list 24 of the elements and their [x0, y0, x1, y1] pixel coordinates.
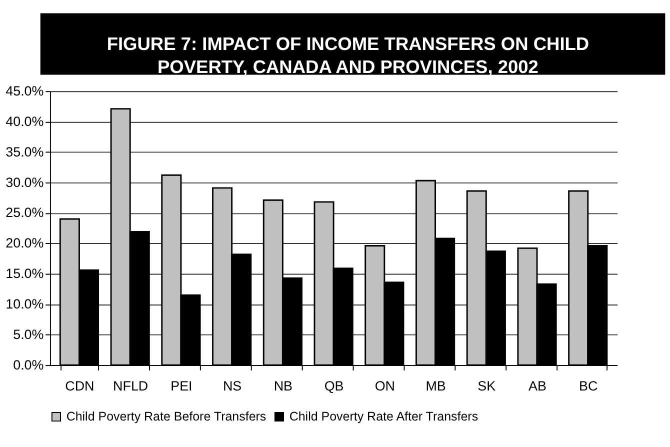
x-tick-label: BC	[579, 378, 598, 394]
y-tick-label: 10.0%	[6, 296, 44, 312]
legend-label: Child Poverty Rate Before Transfers	[66, 410, 266, 424]
x-tick-label: CDN	[65, 378, 94, 394]
x-tick-label: NB	[274, 378, 293, 394]
y-tick-label: 30.0%	[6, 174, 44, 190]
x-tick-label: ON	[374, 378, 395, 394]
x-tick-label: NS	[222, 378, 242, 394]
y-tick-label: 0.0%	[13, 357, 44, 372]
x-tick-label: MB	[426, 378, 446, 394]
y-tick-label: 25.0%	[6, 205, 44, 220]
y-tick-label: 20.0%	[6, 236, 44, 251]
y-tick-label: 5.0%	[13, 326, 44, 342]
chart-title: FIGURE 7: IMPACT OF INCOME TRANSFERS ON CHILD POVERTY, CANADA AND PROVINCES, 2002	[106, 32, 590, 77]
y-tick-label: 15.0%	[6, 266, 44, 282]
x-tick-label: PEI	[170, 378, 192, 394]
x-tick-label: SK	[478, 378, 496, 394]
y-tick-label: 45.0%	[6, 83, 44, 98]
x-tick-label: AB	[528, 378, 546, 394]
legend-label: Child Poverty Rate After Transfers	[289, 410, 478, 424]
x-tick-label: NFLD	[113, 378, 148, 394]
y-tick-label: 40.0%	[6, 114, 44, 129]
x-tick-label: QB	[324, 378, 344, 394]
y-tick-label: 35.0%	[6, 144, 44, 160]
